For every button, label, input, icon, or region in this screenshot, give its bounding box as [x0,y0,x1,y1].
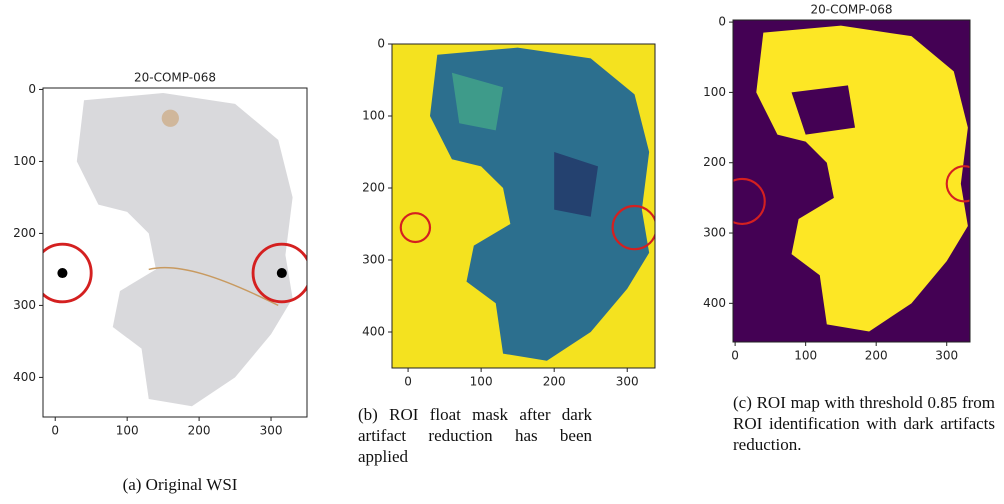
x-tick-label: 100 [470,375,493,389]
y-tick-label: 0 [28,82,36,96]
y-tick-label: 300 [13,298,36,312]
y-tick-label: 300 [362,253,385,267]
x-tick-label: 200 [188,424,211,438]
x-tick-label: 300 [935,349,958,363]
x-tick-label: 100 [794,349,817,363]
x-tick-label: 300 [260,424,283,438]
image-area [43,88,307,417]
image-area [733,20,970,342]
caption: (b) ROI float mask after dark artifact r… [358,405,592,466]
y-tick-label: 0 [377,37,385,51]
y-tick-label: 400 [13,370,36,384]
wsi-image [43,88,307,417]
y-tick-label: 300 [703,226,726,240]
x-tick-label: 0 [404,375,412,389]
y-tick-label: 400 [703,296,726,310]
roi-map-image [733,20,970,342]
x-tick-label: 300 [616,375,639,389]
y-tick-label: 100 [703,85,726,99]
y-tick-label: 0 [718,15,726,29]
image-area [392,44,655,368]
x-tick-label: 200 [543,375,566,389]
y-tick-label: 200 [362,181,385,195]
panel-title: 20-COMP-068 [811,3,893,17]
x-tick-label: 200 [865,349,888,363]
float-mask-image [392,44,655,368]
x-tick-label: 0 [51,424,59,438]
panel-title: 20-COMP-068 [134,71,216,85]
y-tick-label: 200 [13,226,36,240]
y-tick-label: 400 [362,325,385,339]
y-tick-label: 100 [13,154,36,168]
axes-frame [42,87,308,418]
y-tick-label: 200 [703,155,726,169]
caption: (a) Original WSI [122,475,238,494]
x-tick-label: 100 [116,424,139,438]
axes-frame [732,19,971,343]
caption: (c) ROI map with threshold 0.85 from ROI… [733,393,995,454]
y-tick-label: 100 [362,109,385,123]
x-tick-label: 0 [731,349,739,363]
axes-frame [391,43,656,369]
